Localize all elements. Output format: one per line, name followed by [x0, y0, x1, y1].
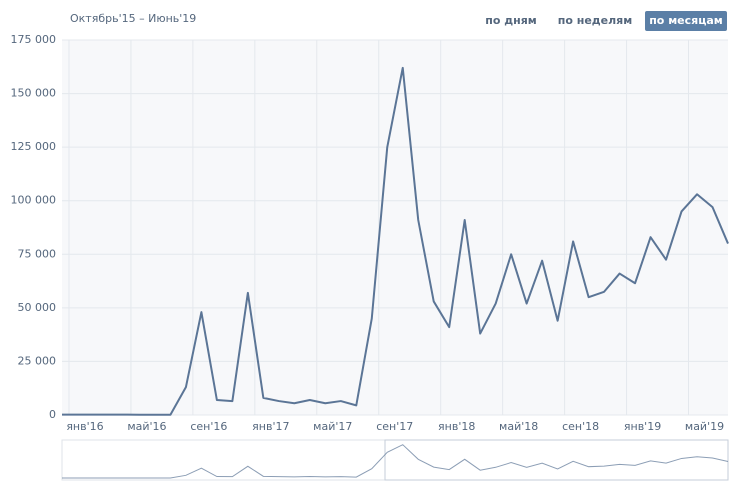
navigator-line — [62, 444, 729, 479]
filter-button[interactable]: по месяцам — [649, 14, 723, 27]
x-tick-label: янв'18 — [438, 420, 475, 433]
y-tick-label: 25 000 — [18, 354, 57, 367]
y-tick-label: 150 000 — [11, 87, 57, 100]
y-tick-label: 175 000 — [11, 33, 57, 46]
x-tick-label: май'18 — [499, 420, 538, 433]
x-tick-label: янв'19 — [624, 420, 661, 433]
y-tick-label: 0 — [49, 408, 56, 421]
line — [62, 66, 729, 416]
navigator-window[interactable] — [384, 439, 729, 481]
x-tick-label: сен'16 — [190, 420, 227, 433]
y-tick-label: 75 000 — [18, 247, 57, 260]
x-tick-label: май'19 — [685, 420, 724, 433]
x-tick-label: янв'17 — [252, 420, 289, 433]
y-tick-label: 125 000 — [11, 140, 57, 153]
y-tick-label: 50 000 — [18, 301, 57, 314]
filter-button[interactable]: по неделям — [558, 14, 633, 27]
x-tick-label: май'16 — [127, 420, 166, 433]
filter-button[interactable]: по дням — [485, 14, 537, 27]
x-tick-label: май'17 — [313, 420, 352, 433]
button-bg[interactable] — [645, 11, 727, 31]
chart-title: Октябрь'15 – Июнь'19 — [70, 12, 196, 25]
x-tick-label: янв'16 — [66, 420, 103, 433]
plot-bg — [62, 40, 728, 415]
y-tick-label: 100 000 — [11, 194, 57, 207]
x-tick-label: сен'18 — [562, 420, 599, 433]
x-tick-label: сен'17 — [376, 420, 413, 433]
